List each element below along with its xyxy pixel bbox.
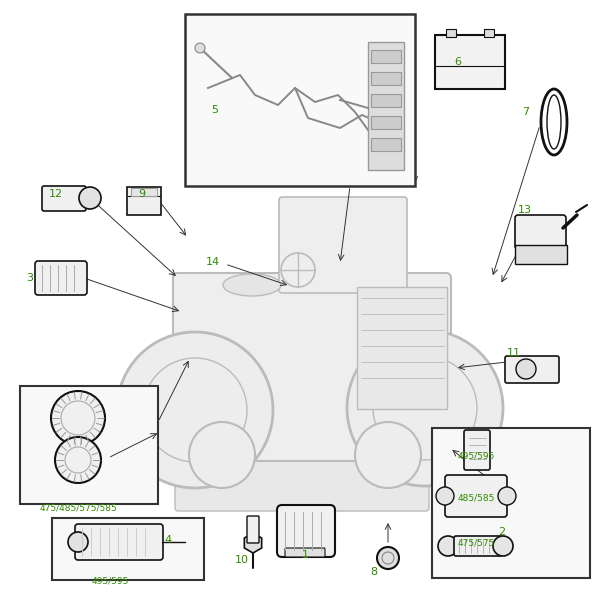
Text: 5: 5 bbox=[211, 105, 219, 115]
FancyBboxPatch shape bbox=[277, 505, 335, 557]
FancyBboxPatch shape bbox=[454, 536, 502, 556]
Text: 11: 11 bbox=[507, 348, 521, 358]
Circle shape bbox=[55, 437, 101, 483]
FancyBboxPatch shape bbox=[75, 524, 163, 560]
Circle shape bbox=[355, 422, 421, 488]
Text: 12: 12 bbox=[49, 189, 63, 199]
Circle shape bbox=[438, 536, 458, 556]
FancyBboxPatch shape bbox=[445, 475, 507, 517]
Text: 475/575: 475/575 bbox=[457, 538, 495, 548]
Circle shape bbox=[51, 391, 105, 445]
Text: 10: 10 bbox=[235, 555, 249, 565]
Circle shape bbox=[117, 332, 273, 488]
Circle shape bbox=[347, 330, 503, 486]
FancyBboxPatch shape bbox=[505, 356, 559, 383]
FancyBboxPatch shape bbox=[131, 188, 157, 196]
Text: 9: 9 bbox=[138, 189, 146, 199]
Ellipse shape bbox=[223, 274, 281, 296]
Text: 485/585: 485/585 bbox=[457, 493, 495, 503]
Bar bbox=[371, 116, 401, 129]
FancyBboxPatch shape bbox=[515, 215, 566, 249]
FancyBboxPatch shape bbox=[173, 273, 451, 461]
FancyBboxPatch shape bbox=[285, 548, 325, 557]
Text: 4: 4 bbox=[164, 535, 172, 545]
Text: 6: 6 bbox=[454, 57, 462, 67]
Text: 3: 3 bbox=[27, 273, 33, 283]
Circle shape bbox=[436, 487, 454, 505]
Circle shape bbox=[79, 187, 101, 209]
Text: 7: 7 bbox=[523, 107, 530, 117]
Circle shape bbox=[516, 359, 536, 379]
Text: 475/485/575/585: 475/485/575/585 bbox=[39, 503, 117, 512]
Circle shape bbox=[377, 547, 399, 569]
Bar bbox=[185, 14, 415, 186]
Bar bbox=[368, 42, 404, 170]
Bar bbox=[371, 94, 401, 107]
FancyBboxPatch shape bbox=[484, 29, 494, 37]
Bar bbox=[371, 72, 401, 85]
FancyBboxPatch shape bbox=[464, 430, 490, 470]
FancyBboxPatch shape bbox=[42, 186, 86, 211]
Bar bbox=[52, 518, 204, 580]
FancyBboxPatch shape bbox=[35, 261, 87, 295]
FancyBboxPatch shape bbox=[435, 35, 505, 89]
FancyBboxPatch shape bbox=[279, 197, 407, 293]
Text: 2: 2 bbox=[498, 527, 505, 537]
Circle shape bbox=[498, 487, 516, 505]
Circle shape bbox=[189, 422, 255, 488]
FancyBboxPatch shape bbox=[446, 29, 456, 37]
Bar bbox=[20, 386, 158, 504]
Circle shape bbox=[68, 532, 88, 552]
Circle shape bbox=[493, 536, 513, 556]
FancyBboxPatch shape bbox=[357, 287, 447, 409]
Text: 495/595: 495/595 bbox=[457, 452, 495, 461]
Text: 1: 1 bbox=[301, 550, 309, 560]
Bar bbox=[371, 138, 401, 151]
Text: 495/595: 495/595 bbox=[91, 577, 128, 586]
Text: 8: 8 bbox=[370, 567, 378, 577]
Text: 14: 14 bbox=[206, 257, 220, 267]
FancyBboxPatch shape bbox=[247, 516, 259, 543]
FancyBboxPatch shape bbox=[127, 187, 161, 215]
Text: 13: 13 bbox=[518, 205, 532, 215]
FancyBboxPatch shape bbox=[175, 455, 429, 511]
Bar bbox=[432, 428, 590, 578]
Bar bbox=[371, 50, 401, 63]
Circle shape bbox=[195, 43, 205, 53]
FancyBboxPatch shape bbox=[515, 245, 567, 264]
